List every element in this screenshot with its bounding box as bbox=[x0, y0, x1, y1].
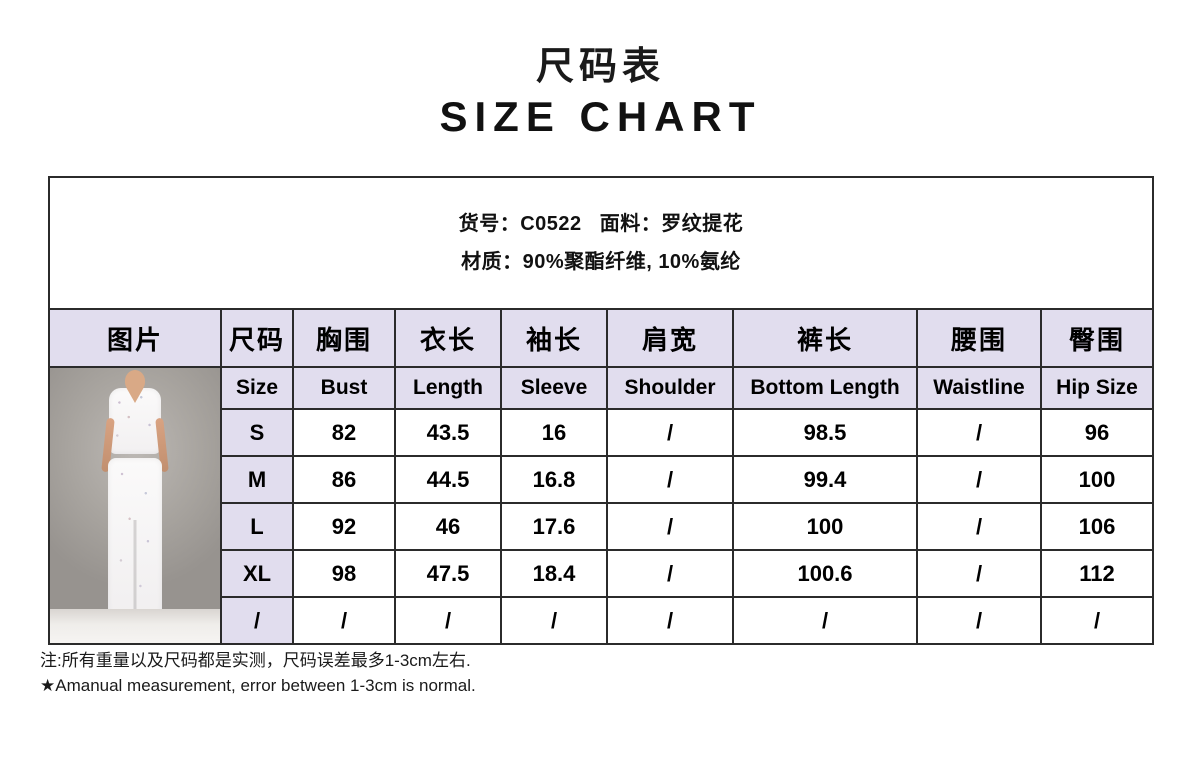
cell-length: 46 bbox=[394, 502, 502, 551]
photo-floor bbox=[51, 609, 219, 642]
product-code-fabric: 货号：C0522 面料：罗纹提花 bbox=[458, 213, 744, 235]
cell-sleeve: 16 bbox=[500, 408, 608, 457]
cell-hip-size: 96 bbox=[1039, 408, 1155, 457]
footnote-chinese: 注:所有重量以及尺码都是实测，尺码误差最多1-3cm左右. bbox=[40, 651, 471, 670]
cell-bust: 86 bbox=[292, 455, 396, 504]
product-info-row: 货号：C0522 面料：罗纹提花 材质：90%聚酯纤维, 10%氨纶 bbox=[47, 176, 1155, 310]
product-photo-cell bbox=[48, 366, 222, 645]
table-row: M 86 44.5 16.8 / 99.4 / 100 bbox=[49, 455, 1155, 504]
cell-sleeve: 18.4 bbox=[500, 549, 608, 598]
cell-size: XL bbox=[220, 549, 294, 598]
cell-bust: 98 bbox=[292, 549, 396, 598]
cell-shoulder: / bbox=[606, 549, 734, 598]
header-cn-sleeve: 袖长 bbox=[500, 308, 608, 368]
header-cn-bottom-length: 裤长 bbox=[732, 308, 918, 368]
cell-size: / bbox=[220, 596, 294, 645]
cell-shoulder: / bbox=[606, 455, 734, 504]
cell-hip-size: 100 bbox=[1039, 455, 1155, 504]
product-info-cell: 货号：C0522 面料：罗纹提花 材质：90%聚酯纤维, 10%氨纶 bbox=[47, 176, 1155, 310]
cell-hip-size: / bbox=[1039, 596, 1155, 645]
table-row: L 92 46 17.6 / 100 / 106 bbox=[49, 502, 1155, 551]
cell-waistline: / bbox=[916, 408, 1042, 457]
cell-length: / bbox=[394, 596, 502, 645]
cell-size: S bbox=[220, 408, 294, 457]
header-en-sleeve: Sleeve bbox=[500, 366, 608, 410]
cell-bust: / bbox=[292, 596, 396, 645]
header-en-hip-size: Hip Size bbox=[1039, 366, 1155, 410]
model-head bbox=[125, 370, 145, 392]
cell-length: 47.5 bbox=[394, 549, 502, 598]
cell-sleeve: 17.6 bbox=[500, 502, 608, 551]
header-cn-waistline: 腰围 bbox=[916, 308, 1042, 368]
pajama-pants bbox=[108, 458, 162, 618]
cell-length: 43.5 bbox=[394, 408, 502, 457]
size-chart-table: 货号：C0522 面料：罗纹提花 材质：90%聚酯纤维, 10%氨纶 图片 尺码… bbox=[47, 176, 1155, 645]
cell-sleeve: 16.8 bbox=[500, 455, 608, 504]
cell-bust: 92 bbox=[292, 502, 396, 551]
product-material: 材质：90%聚酯纤维, 10%氨纶 bbox=[461, 251, 741, 273]
page-title: 尺码表 SIZE CHART bbox=[0, 44, 1201, 142]
cell-shoulder: / bbox=[606, 596, 734, 645]
cell-size: M bbox=[220, 455, 294, 504]
table-row: XL 98 47.5 18.4 / 100.6 / 112 bbox=[49, 549, 1155, 598]
cell-sleeve: / bbox=[500, 596, 608, 645]
table-row: / / / / / / / / bbox=[49, 596, 1155, 645]
cell-bottom-length: 98.5 bbox=[732, 408, 918, 457]
header-cn-image: 图片 bbox=[48, 308, 222, 368]
cell-waistline: / bbox=[916, 549, 1042, 598]
header-row-english: Size Bust Length Sleeve Shoulder Bottom … bbox=[48, 366, 1155, 645]
cell-bottom-length: 99.4 bbox=[732, 455, 918, 504]
page-title-english: SIZE CHART bbox=[439, 93, 762, 140]
header-en-size: Size bbox=[220, 366, 294, 410]
table-row: S 82 43.5 16 / 98.5 / 96 bbox=[49, 408, 1155, 457]
header-row-chinese: 图片 尺码 胸围 衣长 袖长 肩宽 裤长 腰围 臀围 bbox=[48, 308, 1155, 368]
cell-waistline: / bbox=[916, 455, 1042, 504]
pants-leg-gap bbox=[133, 520, 137, 618]
header-cn-hip-size: 臀围 bbox=[1039, 308, 1155, 368]
header-en-shoulder: Shoulder bbox=[606, 366, 734, 410]
page-title-chinese: 尺码表 bbox=[535, 46, 665, 88]
cell-shoulder: / bbox=[606, 408, 734, 457]
footnote-english: ★Amanual measurement, error between 1-3c… bbox=[40, 676, 476, 695]
cell-waistline: / bbox=[916, 502, 1042, 551]
cell-waistline: / bbox=[916, 596, 1042, 645]
footnotes: 注:所有重量以及尺码都是实测，尺码误差最多1-3cm左右. ★Amanual m… bbox=[40, 648, 740, 698]
header-cn-length: 衣长 bbox=[394, 308, 502, 368]
product-photo bbox=[51, 369, 219, 642]
cell-bottom-length: 100 bbox=[732, 502, 918, 551]
header-en-waistline: Waistline bbox=[916, 366, 1042, 410]
cell-shoulder: / bbox=[606, 502, 734, 551]
header-cn-size: 尺码 bbox=[220, 308, 294, 368]
header-en-length: Length bbox=[394, 366, 502, 410]
header-en-bust: Bust bbox=[292, 366, 396, 410]
header-en-bottom-length: Bottom Length bbox=[732, 366, 918, 410]
cell-bust: 82 bbox=[292, 408, 396, 457]
cell-hip-size: 112 bbox=[1039, 549, 1155, 598]
header-cn-shoulder: 肩宽 bbox=[606, 308, 734, 368]
cell-size: L bbox=[220, 502, 294, 551]
cell-bottom-length: / bbox=[732, 596, 918, 645]
cell-length: 44.5 bbox=[394, 455, 502, 504]
header-cn-bust: 胸围 bbox=[292, 308, 396, 368]
cell-bottom-length: 100.6 bbox=[732, 549, 918, 598]
model-figure bbox=[92, 370, 178, 632]
cell-hip-size: 106 bbox=[1039, 502, 1155, 551]
